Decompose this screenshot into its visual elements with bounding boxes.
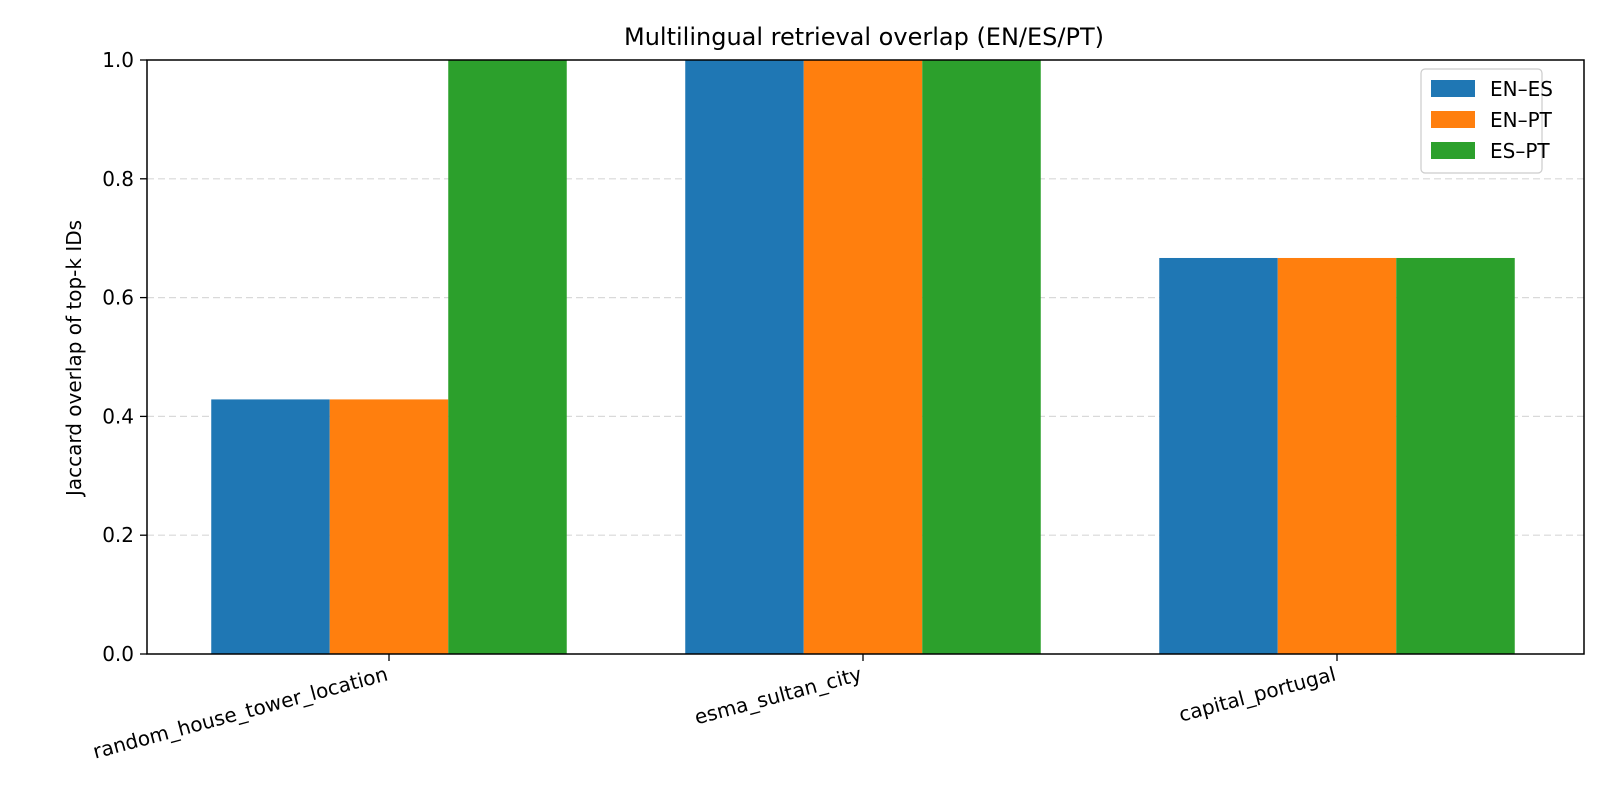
legend-label: ES–PT [1490, 139, 1550, 163]
bar-capital_portugal-1 [1277, 257, 1397, 654]
y-axis-label: Jaccard overlap of top-k IDs [62, 220, 86, 498]
x-axis-ticks: random_house_tower_location esma_sultan_c… [90, 654, 1338, 764]
chart-title: Multilingual retrieval overlap (EN/ES/PT… [624, 23, 1104, 51]
y-tick-label: 0.8 [102, 167, 134, 191]
legend-label: EN–ES [1490, 77, 1553, 101]
y-tick-label: 0.2 [102, 523, 134, 547]
y-tick-label: 0.4 [102, 404, 134, 428]
bar-random_house_tower_location-1 [329, 399, 449, 654]
legend-swatch [1431, 80, 1475, 97]
legend-label: EN–PT [1490, 108, 1553, 132]
x-tick-label: esma_sultan_city [692, 662, 865, 730]
bar-esma_sultan_city-0 [685, 60, 804, 654]
x-tick-label: random_house_tower_location [90, 662, 390, 764]
legend: EN–ES EN–PT ES–PT [1420, 68, 1553, 174]
legend-swatch [1431, 142, 1475, 159]
bar-capital_portugal-0 [1159, 257, 1278, 654]
bar-random_house_tower_location-0 [211, 399, 330, 654]
y-axis-ticks: 0.0 0.2 0.4 0.6 0.8 1.0 [102, 48, 147, 666]
y-tick-label: 1.0 [102, 48, 134, 72]
x-tick-label: capital_portugal [1176, 662, 1338, 727]
y-tick-label: 0.6 [102, 286, 134, 310]
bars [211, 60, 1515, 654]
legend-swatch [1431, 111, 1475, 128]
bar-esma_sultan_city-2 [922, 60, 1041, 654]
bar-random_house_tower_location-2 [448, 60, 567, 654]
bar-capital_portugal-2 [1396, 257, 1515, 654]
plot-frame [146, 59, 1585, 655]
y-tick-label: 0.0 [102, 642, 134, 666]
bar-esma_sultan_city-1 [803, 60, 923, 654]
